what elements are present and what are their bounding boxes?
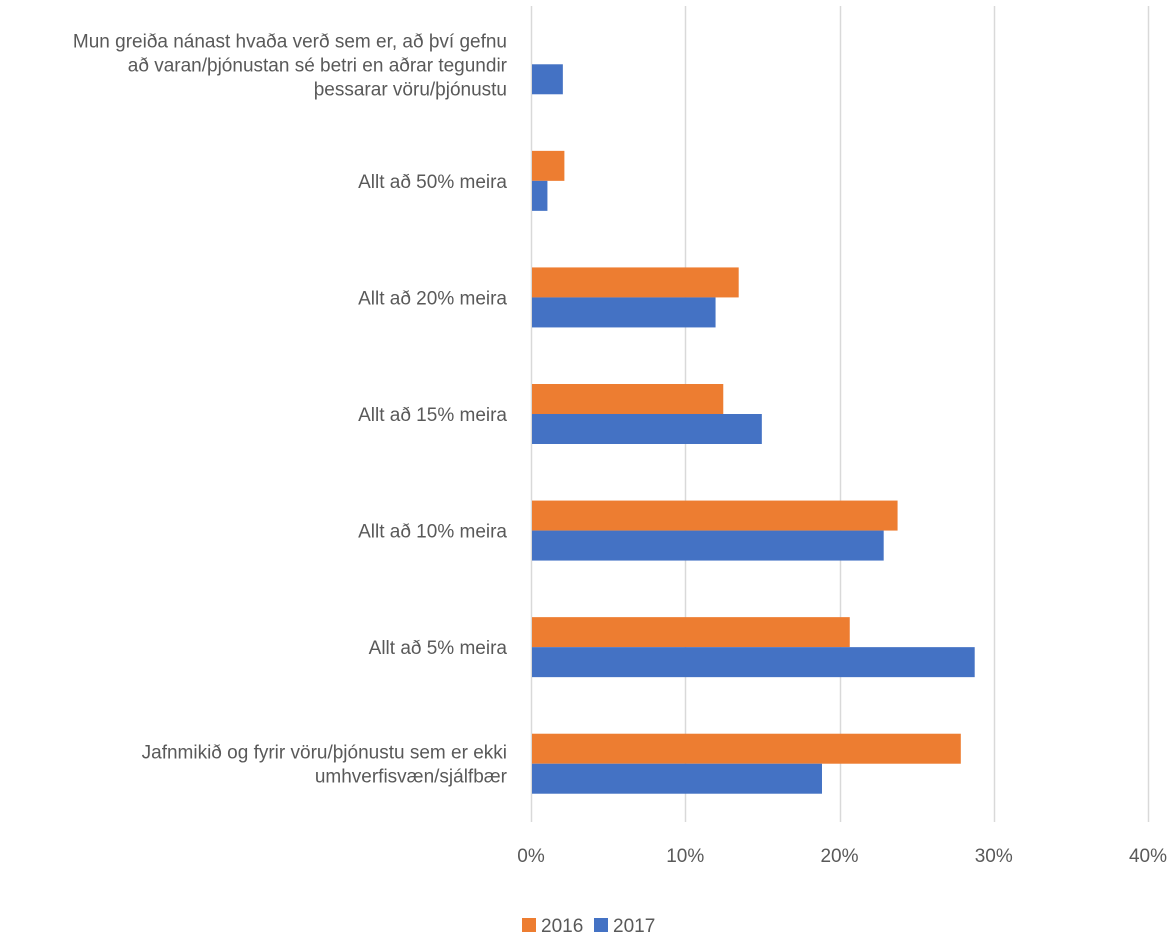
bar-2016-cat-2 [532,267,739,298]
gridlines [530,6,1150,822]
bar-2016-cat-5 [532,617,850,648]
bar-2017-cat-0 [532,64,563,95]
category-label-6-line-0: Jafnmikið og fyrir vöru/þjónustu sem er … [142,743,507,764]
bar-2016-cat-4 [532,500,898,531]
bar-2017-cat-5 [532,647,975,678]
category-label-1-line-0: Allt að 50% meira [358,172,507,193]
category-label-4-line-0: Allt að 10% meira [358,522,507,543]
x-tick-label-3: 30% [975,846,1013,867]
bar-2017-cat-6 [532,763,822,794]
bar-2017-cat-1 [532,180,548,211]
bar-2016-cat-1 [532,150,565,181]
x-tick-label-0: 0% [517,846,545,867]
x-tick-label-1: 10% [666,846,704,867]
category-label-2-line-0: Allt að 20% meira [358,288,507,309]
category-labels: Mun greiða nánast hvaða verð sem er, að … [73,31,508,787]
bar-2017-cat-2 [532,297,716,328]
bar-2017-cat-3 [532,414,762,444]
category-label-0-line-2: þessarar vöru/þjónustu [314,79,507,100]
bar-2017-cat-4 [532,530,884,561]
category-label-0-line-1: að varan/þjónustan sé betri en aðrar teg… [128,55,508,76]
category-label-0-line-0: Mun greiða nánast hvaða verð sem er, að … [73,31,507,52]
category-label-6-line-1: umhverfisvæn/sjálfbær [315,767,508,788]
legend-swatch-2016 [522,918,536,932]
bar-2016-cat-3 [532,384,724,414]
legend: 2016 2017 [522,916,655,937]
bar-2016-cat-6 [532,733,961,764]
x-axis-tick-labels: 0% 10% 20% 30% 40% [517,846,1167,867]
legend-label-2017: 2017 [613,916,655,937]
bars [532,64,975,794]
x-tick-label-4: 40% [1129,846,1167,867]
legend-label-2016: 2016 [541,916,583,937]
x-tick-label-2: 20% [820,846,858,867]
legend-swatch-2017 [594,918,608,932]
category-label-3-line-0: Allt að 15% meira [358,405,507,426]
category-label-5-line-0: Allt að 5% meira [369,638,508,659]
